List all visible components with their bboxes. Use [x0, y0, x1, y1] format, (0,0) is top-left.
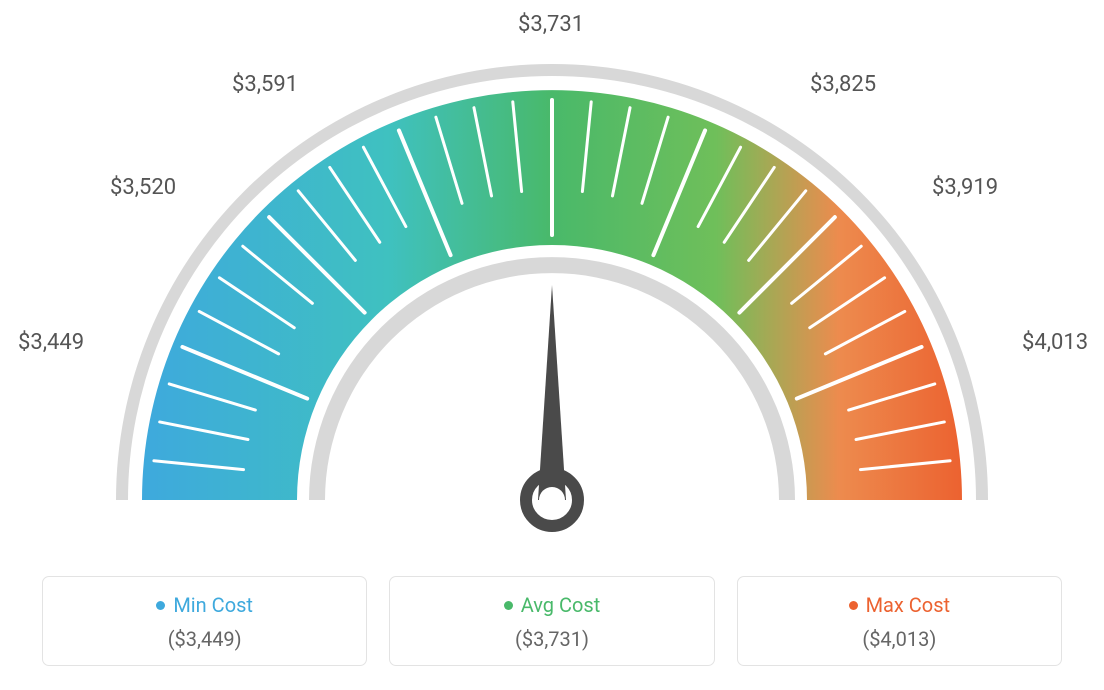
gauge-tick-label: $3,449 [18, 330, 84, 355]
legend-label-max: Max Cost [866, 593, 951, 617]
legend-dot-icon [156, 601, 165, 610]
legend-card-max: Max Cost ($4,013) [737, 576, 1062, 666]
gauge-tick-label: $3,919 [932, 175, 998, 200]
legend-label-avg: Avg Cost [521, 593, 601, 617]
gauge-svg [92, 40, 1012, 560]
gauge-tick-label: $3,731 [518, 12, 584, 37]
legend-card-min: Min Cost ($3,449) [42, 576, 367, 666]
legend-title-avg: Avg Cost [504, 593, 601, 617]
legend-dot-icon [849, 601, 858, 610]
legend-card-avg: Avg Cost ($3,731) [389, 576, 714, 666]
legend-dot-icon [504, 601, 513, 610]
gauge-tick-label: $4,013 [1022, 330, 1088, 355]
legend-value-min: ($3,449) [53, 627, 356, 651]
legend-value-max: ($4,013) [748, 627, 1051, 651]
legend-value-avg: ($3,731) [400, 627, 703, 651]
legend-row: Min Cost ($3,449) Avg Cost ($3,731) Max … [42, 576, 1062, 666]
gauge-chart: $3,449 $3,520 $3,591 $3,731 $3,825 $3,919 $4,0… [0, 0, 1104, 560]
gauge-tick-label: $3,591 [232, 72, 298, 97]
legend-title-min: Min Cost [156, 593, 253, 617]
legend-title-max: Max Cost [849, 593, 951, 617]
legend-label-min: Min Cost [173, 593, 253, 617]
gauge-tick-label: $3,825 [810, 72, 876, 97]
gauge-tick-label: $3,520 [110, 175, 176, 200]
